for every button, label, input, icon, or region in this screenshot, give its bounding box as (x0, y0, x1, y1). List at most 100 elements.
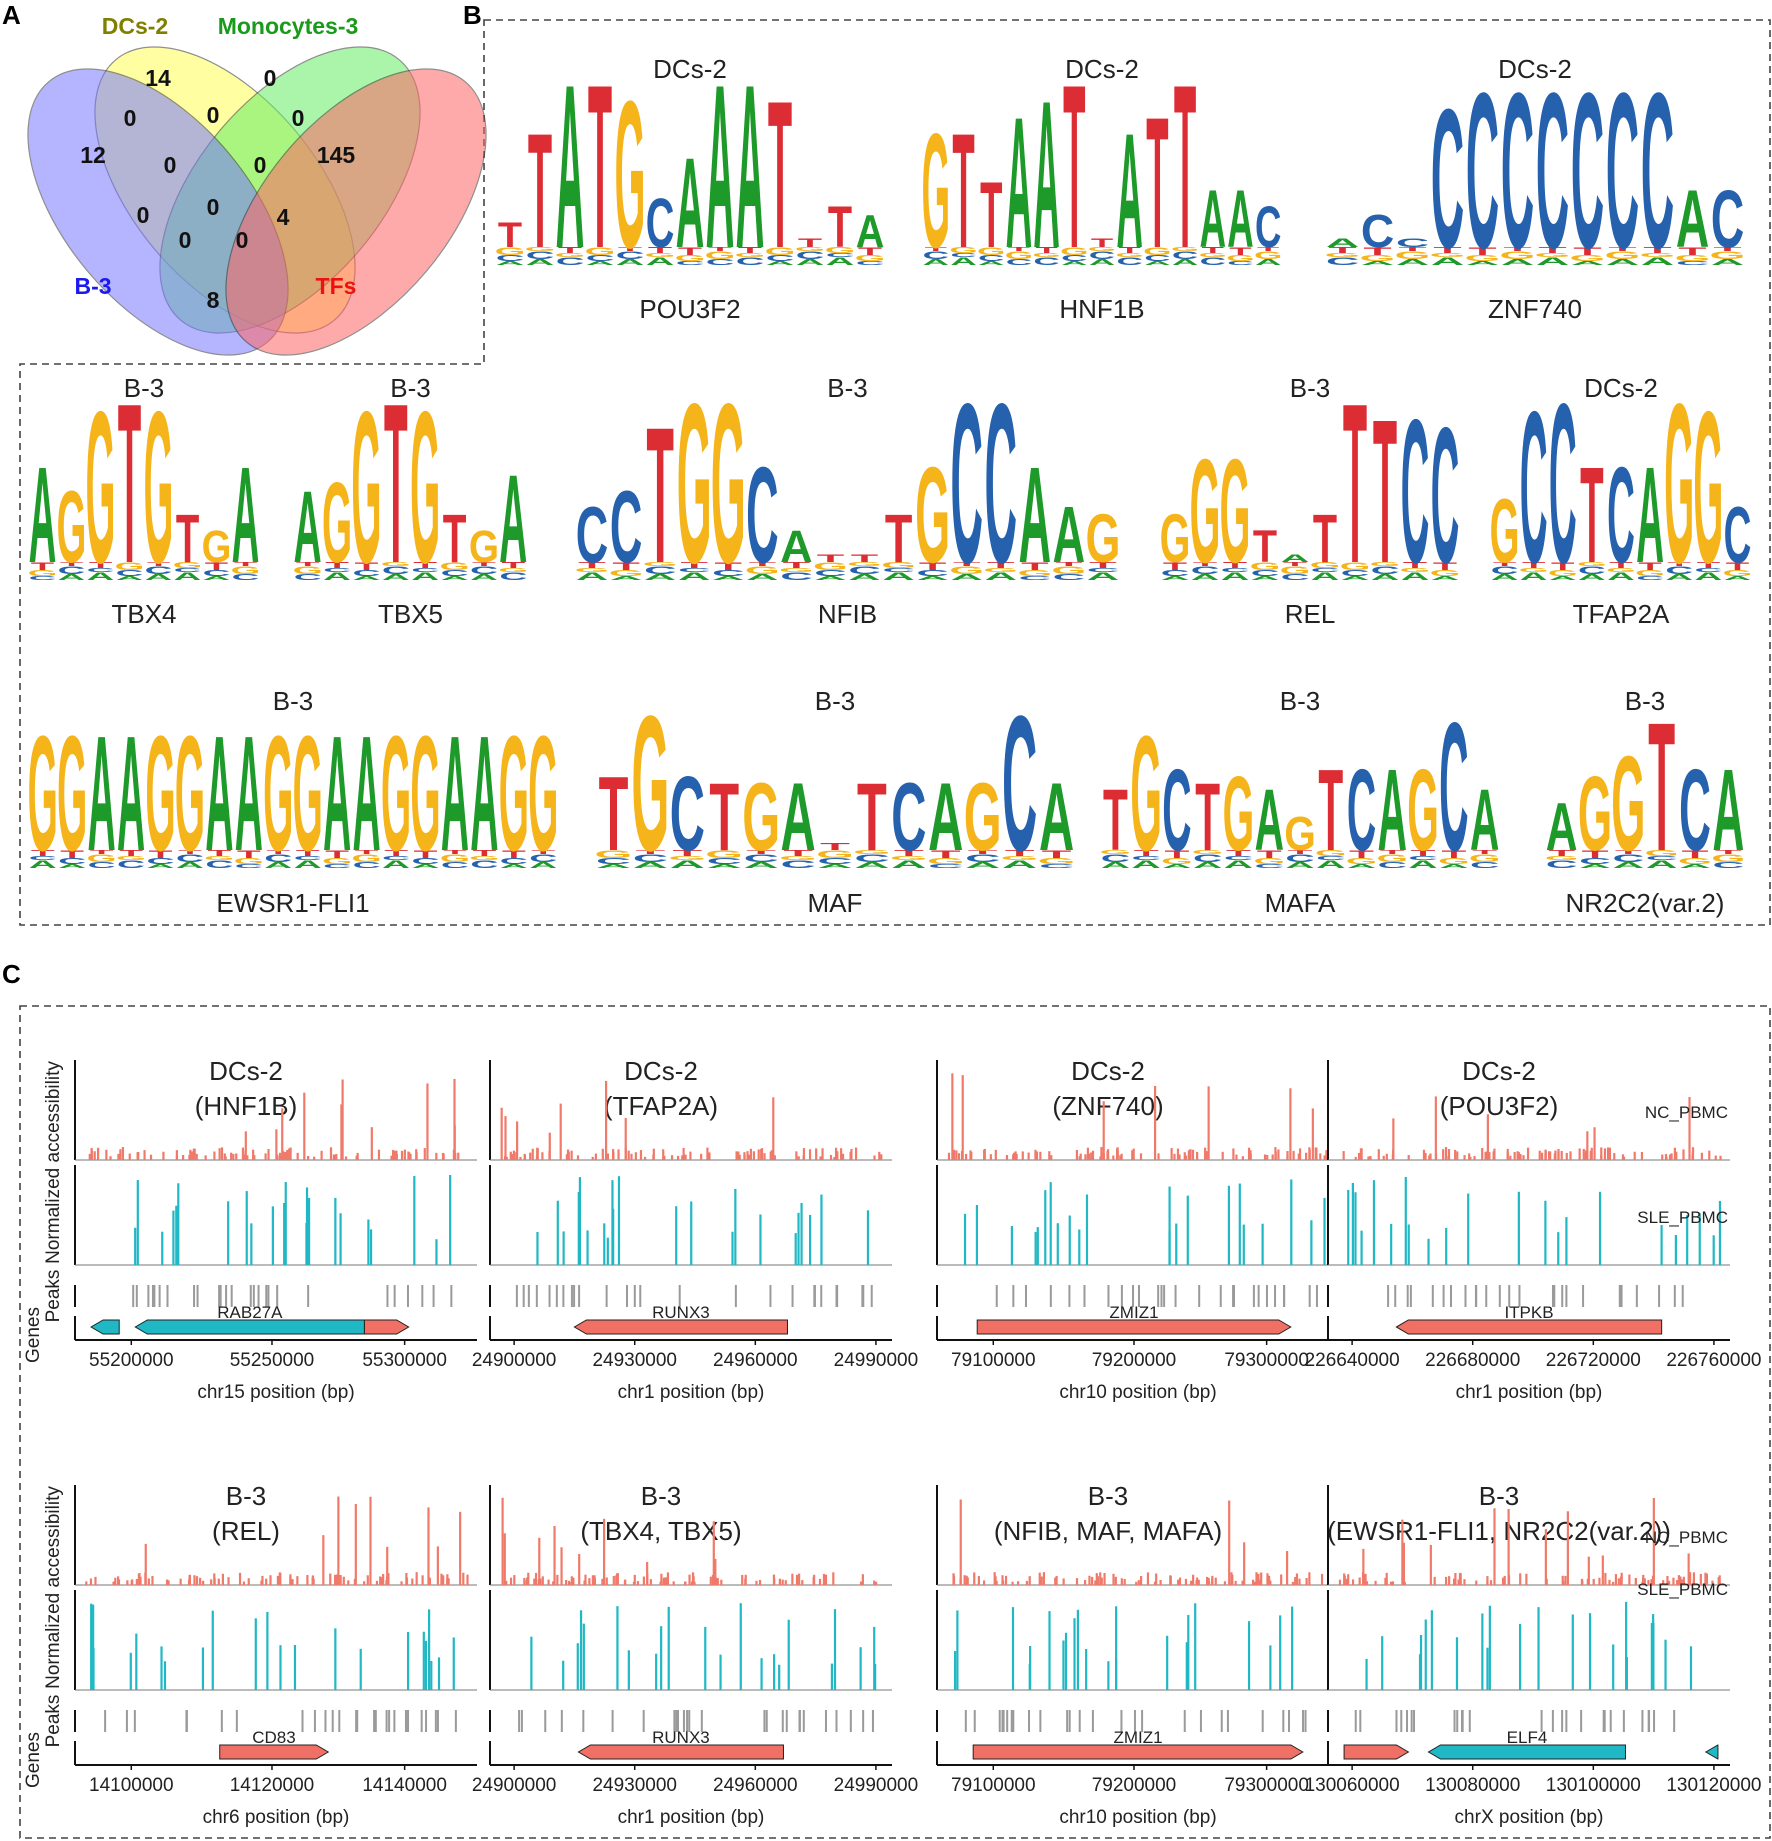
motif-noise-letter: G (1340, 560, 1371, 572)
motif-noise-letter: T (1667, 561, 1691, 567)
motif-noise-letter: A (586, 260, 615, 266)
nc-signal-bar (428, 1577, 432, 1585)
motif-noise-letter: C (116, 568, 144, 577)
motif-noise-letter: A (1172, 257, 1198, 266)
motif-noise-letter: T (1328, 246, 1356, 255)
motif-noise-letter: A (1161, 575, 1190, 581)
nc-signal-bar (952, 1149, 956, 1160)
motif-noise-letter: C (500, 857, 528, 866)
sle-signal-bar (279, 1645, 282, 1690)
motif-noise-letter: A (176, 861, 204, 870)
nc-signal-bar (1195, 1580, 1198, 1585)
motif-noise-letter: A (1401, 570, 1430, 582)
sle-signal-bar (1445, 1227, 1448, 1265)
nc-signal-bar (395, 1154, 398, 1160)
nc-signal-bar (1338, 1579, 1342, 1585)
motif-cluster-label: B-3 (1290, 373, 1330, 403)
peak-mark (605, 1285, 608, 1307)
nc-signal-bar (356, 1152, 359, 1160)
sle-signal-bar (1517, 1191, 1520, 1265)
motif-tf-name: NR2C2(var.2) (1566, 888, 1725, 918)
nc-signal-bar (1445, 1155, 1448, 1160)
nc-signal-bar (188, 1574, 191, 1585)
sle-signal-bar (254, 1618, 257, 1690)
peak-mark (1002, 1710, 1005, 1732)
nc-signal-bar (566, 1149, 570, 1160)
sle-signal-bar (284, 1182, 287, 1265)
motif-noise-letter: T (296, 561, 320, 567)
motif-noise-letter: G (1192, 849, 1224, 855)
nc-signal-bar (1035, 1151, 1039, 1160)
motif-noise-letter: A (1193, 861, 1222, 870)
motif-letter: G (351, 366, 381, 608)
peak-mark (393, 1285, 396, 1307)
x-tick-label: 24960000 (713, 1350, 798, 1371)
peak-mark (331, 1710, 334, 1732)
motif-letter: G (1664, 356, 1694, 611)
peak-mark (673, 1710, 676, 1732)
peak-mark (230, 1285, 233, 1307)
motif-letter: T (1318, 746, 1343, 875)
nc-signal-bar (139, 1576, 142, 1585)
nc-signal-bar (505, 1156, 508, 1160)
peak-mark (1091, 1710, 1094, 1732)
motif-noise-letter: G (1088, 246, 1116, 252)
motif-noise-letter: G (1519, 567, 1549, 573)
nc-signal-bar (643, 1156, 647, 1160)
nc-signal-bar (977, 1576, 980, 1585)
motif-noise-letter: C (1193, 852, 1222, 864)
motif-letter: C (1347, 746, 1376, 875)
locus-cluster-title: DCs-2 (209, 1056, 283, 1086)
peak-mark (1603, 1710, 1606, 1732)
x-axis-label: chrX position (bp) (1455, 1807, 1604, 1828)
sle-signal-bar (667, 1606, 670, 1690)
nc-signal-bar (781, 1579, 784, 1585)
nc-signal-bar (1538, 1150, 1541, 1160)
motif-noise-letter: T (1433, 246, 1461, 255)
peak-mark (562, 1285, 565, 1307)
motif-noise-letter: G (1005, 249, 1033, 261)
peak-mark (158, 1285, 161, 1307)
motif-noise-letter: A (1131, 858, 1160, 870)
nc-signal-bar (1651, 1575, 1655, 1585)
nc-signal-bar (1055, 1575, 1058, 1585)
sle-signal-bar (367, 1219, 370, 1265)
peak-mark (450, 1285, 453, 1307)
nc-signal-bar (952, 1575, 956, 1585)
nc-signal-bar (548, 1132, 551, 1160)
nc-signal-bar (1622, 1156, 1626, 1160)
x-tick-label: 24960000 (713, 1775, 798, 1796)
nc-signal-bar (269, 1575, 272, 1585)
nc-signal-bar (593, 1577, 596, 1585)
motif-noise-letter: A (950, 573, 982, 582)
motif-letter: G (1223, 755, 1255, 874)
motif-noise-letter: A (646, 255, 675, 267)
nc-signal-bar (415, 1149, 418, 1160)
locus-cluster-title: DCs-2 (624, 1056, 698, 1086)
motif-noise-letter: G (1038, 857, 1076, 866)
peak-mark (1006, 1710, 1009, 1732)
motif-noise-letter: G (1250, 560, 1281, 572)
nc-signal-bar (340, 1104, 343, 1160)
motif-noise-letter: A (633, 861, 668, 870)
nc-signal-bar (1189, 1149, 1192, 1160)
nc-signal-bar (994, 1149, 997, 1160)
nc-signal-bar (1714, 1155, 1717, 1160)
motif-noise-letter: C (1221, 567, 1250, 573)
nc-signal-bar (379, 1576, 382, 1585)
motif-noise-letter: A (1191, 573, 1220, 582)
peak-mark (1233, 1285, 1236, 1307)
peak-mark (185, 1710, 188, 1732)
motif-letter: G (175, 703, 205, 886)
motif-noise-letter: C (526, 249, 555, 261)
motif-letter: C (1002, 676, 1037, 891)
peak-mark (436, 1710, 439, 1732)
nc-signal-bar (1050, 1155, 1053, 1160)
nc-signal-bar (1114, 1576, 1117, 1585)
nc-signal-bar (1295, 1573, 1299, 1585)
nc-signal-bar (632, 1581, 636, 1585)
nc-signal-bar (1291, 1581, 1295, 1585)
nc-signal-bar (1692, 1572, 1696, 1585)
motif-noise-letter: C (58, 857, 86, 866)
gene-name: RAB27A (217, 1303, 283, 1322)
